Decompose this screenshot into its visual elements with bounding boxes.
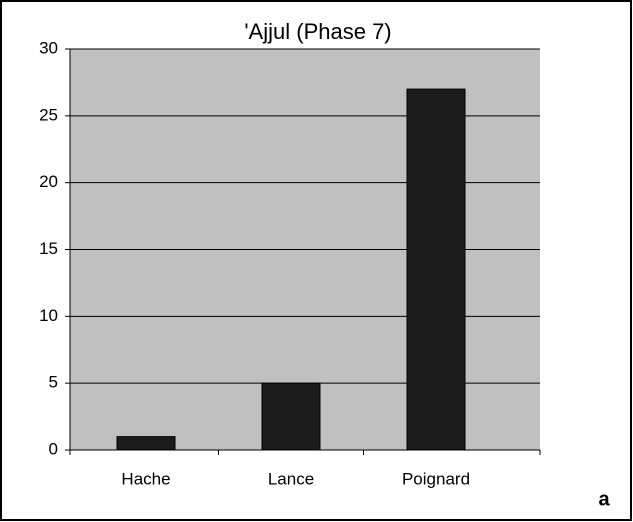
bar <box>261 382 321 451</box>
bar <box>116 436 176 451</box>
y-tick-label: 0 <box>49 439 58 458</box>
annotation: a <box>598 488 610 510</box>
y-tick-label: 15 <box>39 239 58 258</box>
y-tick-label: 10 <box>39 306 58 325</box>
y-tick-label: 5 <box>49 373 58 392</box>
bar <box>406 88 466 451</box>
x-tick-label: Poignard <box>402 469 470 488</box>
y-tick-label: 30 <box>39 38 58 57</box>
x-tick-label: Lance <box>268 469 314 488</box>
chart-title: 'Ajjul (Phase 7) <box>244 19 391 44</box>
x-tick-label: Hache <box>121 469 170 488</box>
y-tick-label: 20 <box>39 172 58 191</box>
y-tick-label: 25 <box>39 105 58 124</box>
